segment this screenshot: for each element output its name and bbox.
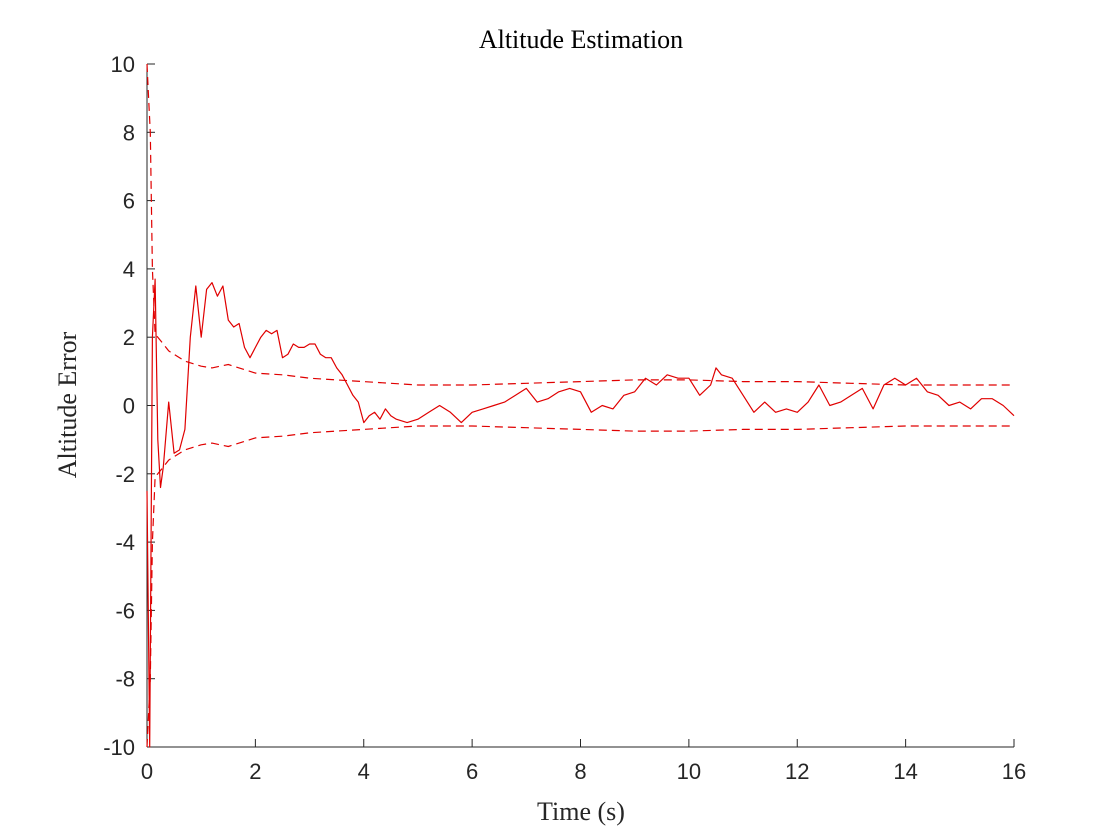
y-axis-label: Altitude Error (53, 331, 82, 478)
x-tick-label: 12 (785, 759, 809, 784)
y-tick-label: 8 (123, 120, 135, 145)
series-lower-bound-line (146, 425, 1014, 748)
chart-title: Altitude Estimation (479, 25, 683, 54)
y-tick-label: -2 (115, 462, 135, 487)
x-axis-ticks: 0 2 4 6 8 10 12 14 16 (141, 739, 1026, 784)
x-tick-label: 6 (466, 759, 478, 784)
y-tick-label: -6 (115, 598, 135, 623)
x-tick-label: 0 (141, 759, 153, 784)
series-upper-bound-line (146, 63, 1014, 386)
series-error-line (146, 278, 1015, 748)
y-tick-label: 4 (123, 257, 135, 282)
x-tick-label: 16 (1002, 759, 1026, 784)
y-tick-label: 2 (123, 325, 135, 350)
plot-area: 0 2 4 6 8 10 12 14 16 10 8 6 4 2 0 -2 -4 -6 -8 -10 (103, 52, 1026, 784)
y-tick-label: -8 (115, 667, 135, 692)
y-tick-label: -10 (103, 735, 135, 760)
x-tick-label: 10 (677, 759, 701, 784)
x-axis-label: Time (s) (537, 797, 625, 826)
y-tick-label: 10 (111, 52, 135, 77)
y-tick-label: -4 (115, 530, 135, 555)
y-tick-label: 0 (123, 394, 135, 419)
x-tick-label: 14 (893, 759, 917, 784)
series-layer (146, 63, 1015, 748)
y-tick-label: 6 (123, 189, 135, 214)
x-tick-label: 2 (249, 759, 261, 784)
x-tick-label: 4 (358, 759, 370, 784)
y-axis-ticks: 10 8 6 4 2 0 -2 -4 -6 -8 -10 (103, 52, 155, 760)
x-tick-label: 8 (574, 759, 586, 784)
